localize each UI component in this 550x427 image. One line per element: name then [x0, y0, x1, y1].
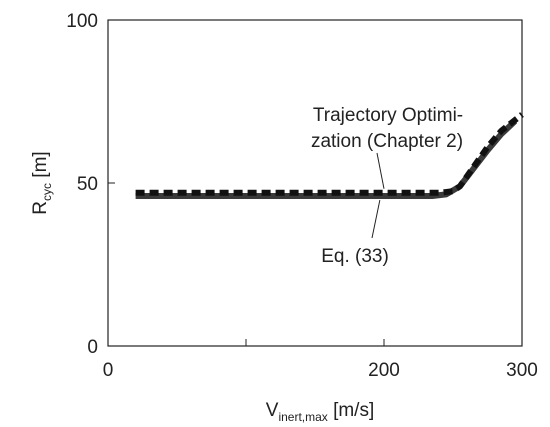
annotation-trajectory-line2: zation (Chapter 2)	[311, 131, 463, 152]
annotation-trajectory-line1: Trajectory Optimi-	[313, 105, 463, 126]
annotation-leader-eq33	[371, 199, 381, 239]
y-tick-label: 100	[66, 11, 98, 32]
y-axis-label: Rcyc [m]	[30, 151, 54, 214]
x-tick-label: 300	[506, 360, 538, 381]
series-group	[135, 112, 524, 199]
x-axis-label-sub: inert,max	[278, 410, 327, 424]
y-axis-label-unit: [m]	[30, 151, 51, 183]
y-axis-label-sub: cyc	[40, 183, 54, 201]
x-tick-label: 0	[103, 360, 114, 381]
y-axis-label-main: R	[30, 201, 51, 215]
y-tick-label: 0	[87, 337, 98, 358]
x-tick-label: 200	[368, 360, 400, 381]
x-axis-label: Vinert,max [m/s]	[266, 400, 375, 424]
x-axis-label-main: V	[266, 400, 279, 421]
x-axis-label-unit: [m/s]	[328, 400, 374, 421]
annotation-eq33: Eq. (33)	[321, 246, 389, 267]
annotation-leader-trajectory	[376, 152, 385, 189]
y-tick-label: 50	[77, 174, 98, 195]
axis-ticks: 0 200 300 0 50 100	[66, 11, 538, 381]
